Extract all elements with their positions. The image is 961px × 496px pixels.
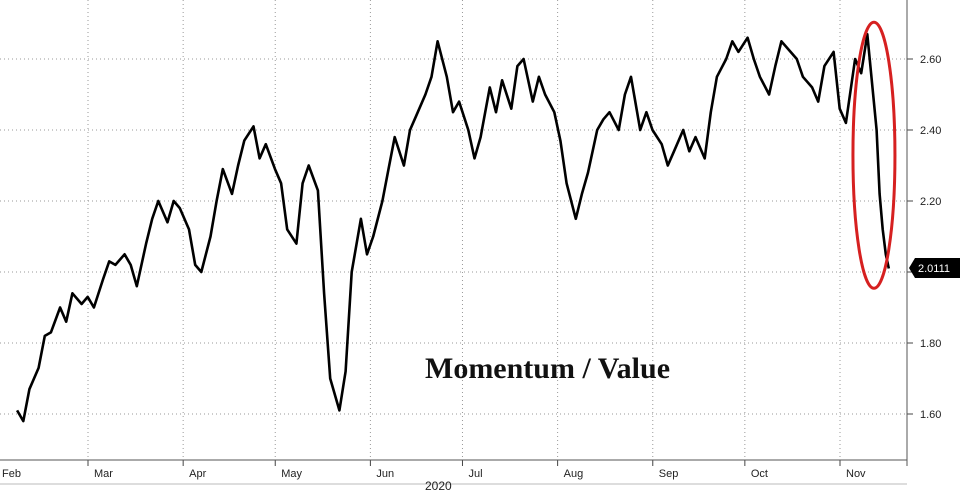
x-tick-label: Sep xyxy=(659,468,679,480)
x-axis-year-label: 2020 xyxy=(425,479,452,493)
line-layer xyxy=(15,32,891,423)
x-tick-label: Apr xyxy=(189,468,206,480)
axis-layer: 1.601.802.002.202.402.60FebMarAprMayJunJ… xyxy=(0,0,941,485)
chart-title: Momentum / Value xyxy=(425,352,670,385)
grid-layer xyxy=(0,0,907,460)
x-tick-label: Feb xyxy=(2,468,21,480)
y-tick-label: 1.60 xyxy=(920,409,941,421)
x-tick-label: Jul xyxy=(468,468,482,480)
x-tick-label: May xyxy=(281,468,302,480)
highlight-layer xyxy=(851,20,897,290)
x-tick-label: Mar xyxy=(94,468,113,480)
y-tick-label: 1.80 xyxy=(920,338,941,350)
y-tick-label: 2.40 xyxy=(920,125,941,137)
x-tick-label: Nov xyxy=(846,468,866,480)
y-tick-label: 2.20 xyxy=(920,196,941,208)
series-line xyxy=(15,32,891,423)
y-tick-label: 2.60 xyxy=(920,54,941,66)
x-tick-label: Oct xyxy=(751,468,768,480)
x-tick-label: Aug xyxy=(564,468,584,480)
last-value-badge xyxy=(909,258,960,279)
highlight-ellipse xyxy=(851,20,897,290)
last-value-label-group: 2.0111 xyxy=(909,258,960,279)
last-value-label: 2.0111 xyxy=(918,263,950,275)
x-tick-label: Jun xyxy=(376,468,394,480)
